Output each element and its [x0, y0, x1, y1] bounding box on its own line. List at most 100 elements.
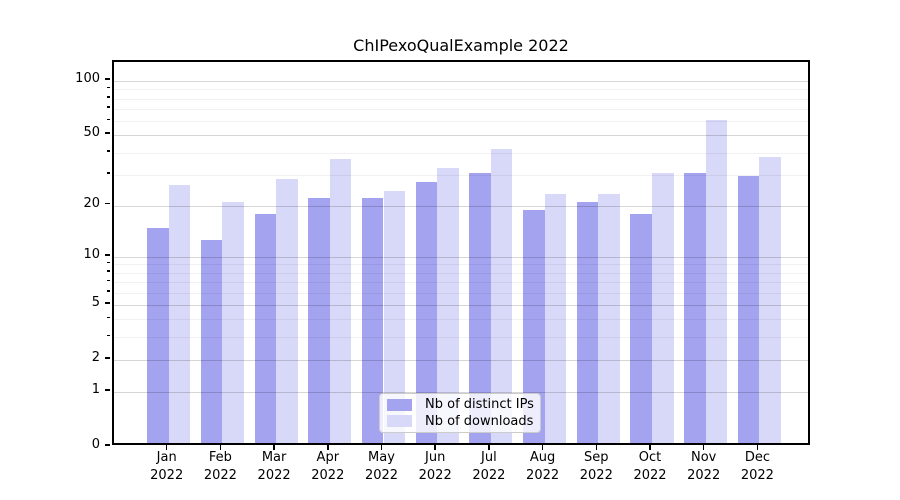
bar-nb-of-downloads-oct — [652, 173, 674, 443]
x-tick-year: 2022 — [203, 468, 237, 483]
x-tick-label-jul: Jul 2022 — [459, 449, 519, 485]
x-tick-mark-jun — [434, 445, 436, 450]
y-tick-label-0: 0 — [91, 437, 100, 452]
legend-swatch-nb-of-distinct-ips — [387, 398, 412, 411]
x-tick-mark-sep — [595, 445, 598, 450]
y-tick-label-50: 50 — [83, 125, 100, 141]
legend-swatch-nb-of-downloads — [387, 415, 412, 428]
bar-nb-of-downloads-jun — [437, 168, 459, 443]
x-tick-label-may: May 2022 — [352, 449, 412, 485]
y-minor-tick-mark-9 — [107, 261, 110, 264]
x-tick-label-oct: Oct 2022 — [620, 449, 680, 485]
y-tick-label-2: 2 — [91, 349, 100, 365]
bar-nb-of-downloads-aug — [544, 194, 567, 443]
y-tick-mark-2 — [105, 357, 110, 359]
x-tick-mark-mar — [273, 445, 275, 450]
x-tick-mark-dec — [756, 445, 759, 450]
bar-nb-of-downloads-dec — [759, 156, 781, 443]
plot-area — [112, 60, 810, 445]
bar-nb-of-distinct-ips-oct — [630, 213, 652, 443]
bar-nb-of-downloads-jan — [168, 184, 191, 443]
x-tick-label-jan: Jan 2022 — [137, 449, 197, 485]
y-tick-label-1: 1 — [91, 382, 100, 398]
x-tick-month: Aug — [529, 450, 556, 465]
x-tick-month: Apr — [316, 450, 340, 465]
bar-nb-of-downloads-mar — [276, 178, 298, 443]
bar-nb-of-downloads-apr — [329, 158, 352, 443]
x-tick-year: 2022 — [150, 468, 184, 483]
y-tick-mark-0 — [105, 444, 110, 446]
x-tick-label-jun: Jun 2022 — [405, 449, 465, 485]
x-tick-year: 2022 — [740, 468, 774, 483]
legend-label: Nb of distinct IPs — [425, 397, 534, 413]
x-tick-mark-may — [380, 445, 383, 450]
bar-nb-of-downloads-nov — [705, 119, 728, 443]
x-tick-year: 2022 — [472, 468, 506, 483]
legend-label: Nb of downloads — [425, 413, 534, 429]
bar-nb-of-distinct-ips-sep — [576, 201, 599, 443]
y-minor-tick-mark-60 — [107, 118, 110, 120]
bar-nb-of-distinct-ips-mar — [254, 213, 277, 443]
bar-nb-of-downloads-jul — [490, 148, 513, 443]
y-tick-mark-1 — [105, 389, 110, 391]
x-tick-mark-oct — [649, 445, 651, 450]
gridline-major-100 — [114, 81, 808, 83]
y-minor-tick-mark-30 — [107, 172, 110, 174]
y-minor-tick-mark-3 — [107, 334, 110, 337]
x-tick-month: Jan — [156, 450, 177, 465]
chart-title: ChIPexoQualExample 2022 — [353, 36, 569, 55]
y-tick-mark-100 — [105, 78, 110, 80]
legend-item: Nb of distinct IPs — [387, 397, 534, 413]
y-minor-tick-mark-40 — [107, 150, 110, 152]
y-minor-tick-mark-90 — [107, 86, 110, 89]
x-tick-month: Jul — [481, 450, 497, 465]
x-tick-year: 2022 — [526, 468, 560, 483]
x-tick-mark-apr — [327, 445, 329, 450]
x-tick-month: Mar — [261, 450, 287, 465]
y-tick-label-10: 10 — [83, 246, 100, 262]
y-minor-tick-mark-4 — [107, 316, 110, 319]
bar-nb-of-distinct-ips-aug — [523, 209, 545, 443]
bar-nb-of-distinct-ips-may — [361, 197, 384, 443]
x-tick-year: 2022 — [311, 468, 345, 483]
bar-nb-of-distinct-ips-apr — [308, 197, 330, 443]
legend-item: Nb of downloads — [387, 414, 533, 429]
gridline-minor-40 — [114, 152, 808, 154]
bar-nb-of-distinct-ips-jun — [415, 181, 438, 443]
x-tick-label-sep: Sep 2022 — [566, 449, 626, 485]
x-tick-mark-feb — [219, 445, 222, 450]
x-tick-year: 2022 — [687, 468, 721, 483]
legend: Nb of distinct IPs Nb of downloads — [379, 393, 541, 433]
x-tick-year: 2022 — [633, 468, 667, 483]
y-tick-mark-50 — [105, 132, 110, 134]
y-minor-tick-mark-70 — [107, 106, 110, 108]
x-tick-mark-jan — [165, 445, 168, 450]
bar-nb-of-distinct-ips-jan — [147, 228, 169, 443]
y-tick-label-100: 100 — [75, 71, 100, 87]
y-minor-tick-mark-7 — [107, 279, 110, 282]
x-tick-label-apr: Apr 2022 — [298, 449, 358, 485]
x-tick-label-feb: Feb 2022 — [190, 449, 250, 485]
x-tick-year: 2022 — [364, 468, 399, 483]
y-tick-mark-10 — [105, 254, 110, 256]
x-tick-month: Jun — [425, 450, 446, 465]
y-tick-label-5: 5 — [91, 294, 100, 310]
x-tick-label-aug: Aug 2022 — [513, 449, 573, 485]
bar-nb-of-distinct-ips-jul — [469, 173, 491, 443]
x-tick-year: 2022 — [257, 468, 291, 483]
bar-nb-of-downloads-may — [383, 190, 406, 443]
x-tick-mark-aug — [541, 445, 544, 450]
gridline-minor-60 — [114, 121, 808, 122]
x-tick-mark-nov — [702, 445, 705, 450]
x-tick-month: May — [368, 450, 395, 465]
x-tick-month: Dec — [744, 450, 770, 465]
bar-nb-of-distinct-ips-nov — [684, 173, 706, 443]
gridline-minor-90 — [114, 89, 808, 91]
x-tick-month: Feb — [208, 450, 232, 465]
x-tick-year: 2022 — [579, 468, 613, 483]
x-tick-label-mar: Mar 2022 — [244, 449, 304, 485]
x-tick-label-nov: Nov 2022 — [674, 449, 734, 485]
x-tick-month: Oct — [638, 450, 662, 465]
bar-nb-of-downloads-feb — [222, 201, 244, 443]
